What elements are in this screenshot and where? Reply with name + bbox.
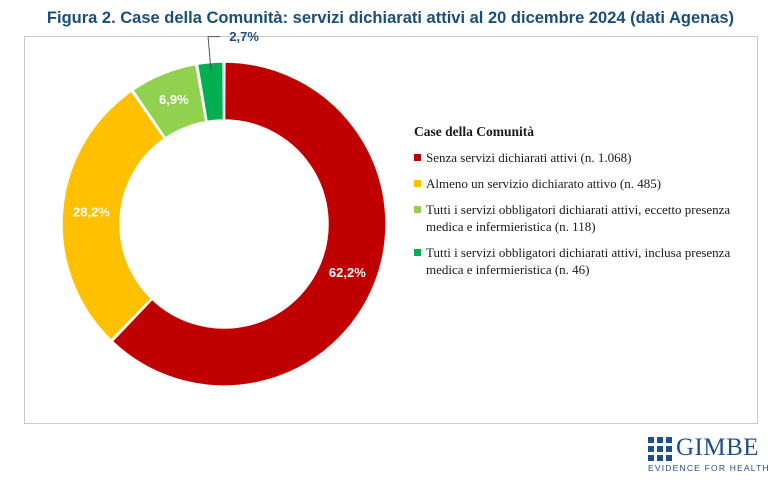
donut-labels: 62,2% 28,2% 6,9% 2,7% (73, 29, 366, 280)
legend-swatch (414, 249, 421, 256)
chart-legend: Case della Comunità Senza servizi dichia… (414, 124, 754, 287)
legend-label: Almeno un servizio dichiarato attivo (n.… (426, 176, 662, 191)
legend-swatch (414, 154, 421, 161)
slice-data-label: 62,2% (329, 265, 366, 280)
donut-slices (61, 61, 387, 387)
logo-tagline: EVIDENCE FOR HEALTH (648, 463, 770, 473)
legend-label: Tutti i servizi obbligatori dichiarati a… (426, 245, 731, 277)
donut-slice (111, 61, 387, 387)
legend-swatch (414, 180, 421, 187)
slice-data-label: 2,7% (229, 29, 259, 44)
legend-item: Almeno un servizio dichiarato attivo (n.… (414, 175, 754, 192)
legend-label: Senza servizi dichiarati attivi (n. 1.06… (426, 150, 632, 165)
chart-frame (24, 36, 758, 424)
legend-swatch (414, 206, 421, 213)
gimbe-logo: GIMBE EVIDENCE FOR HEALTH (648, 434, 770, 476)
legend-title: Case della Comunità (414, 124, 535, 139)
logo-name: GIMBE (676, 434, 760, 461)
legend-item: Tutti i servizi obbligatori dichiarati a… (414, 244, 754, 278)
slice-data-label: 6,9% (159, 92, 189, 107)
donut-slice (196, 61, 225, 123)
legend-label: Tutti i servizi obbligatori dichiarati a… (426, 202, 731, 234)
legend-item: Senza servizi dichiarati attivi (n. 1.06… (414, 149, 754, 166)
slice-data-label: 28,2% (73, 205, 110, 220)
gimbe-logo-mark-icon (648, 437, 672, 461)
donut-slice (131, 63, 207, 140)
leader-line (207, 36, 221, 71)
legend-item: Tutti i servizi obbligatori dichiarati a… (414, 201, 754, 235)
chart-title: Figura 2. Case della Comunità: servizi d… (46, 9, 735, 27)
donut-slice (61, 90, 166, 342)
